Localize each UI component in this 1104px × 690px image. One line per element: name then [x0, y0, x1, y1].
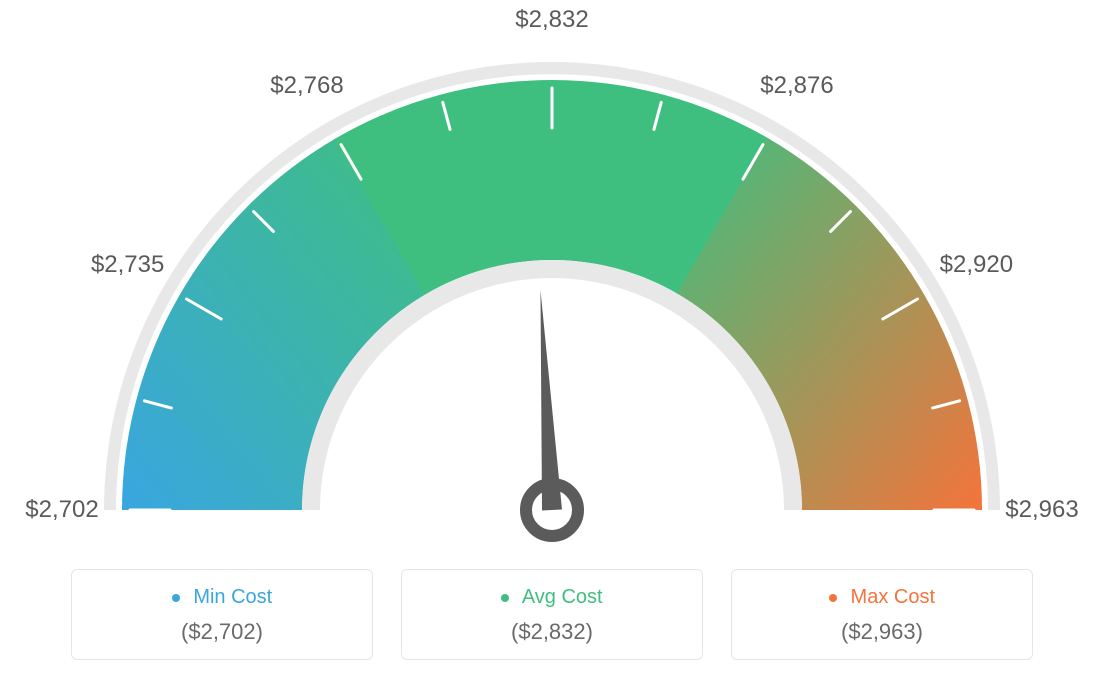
gauge-tick-label: $2,963 [1005, 496, 1078, 524]
gauge-tick-label: $2,702 [25, 496, 98, 524]
gauge-tick-label: $2,735 [91, 251, 164, 279]
gauge-tick-label: $2,832 [515, 6, 588, 34]
gauge-tick-label: $2,920 [940, 251, 1013, 279]
legend-row: Min Cost ($2,702) Avg Cost ($2,832) Max … [0, 569, 1104, 660]
legend-title-max: Max Cost [732, 586, 1032, 609]
legend-title-text-max: Max Cost [851, 586, 935, 608]
gauge-svg [0, 0, 1104, 560]
legend-title-min: Min Cost [72, 586, 372, 609]
legend-card-min: Min Cost ($2,702) [71, 569, 373, 660]
cost-gauge-container: $2,702 $2,735 $2,768 $2,832 $2,876 $2,920 $2,9… [0, 0, 1104, 690]
legend-title-avg: Avg Cost [402, 586, 702, 609]
legend-value-avg: ($2,832) [402, 619, 702, 645]
legend-title-text-avg: Avg Cost [522, 586, 603, 608]
legend-card-max: Max Cost ($2,963) [731, 569, 1033, 660]
legend-dot-max [829, 594, 837, 602]
legend-card-avg: Avg Cost ($2,832) [401, 569, 703, 660]
legend-dot-min [172, 594, 180, 602]
legend-value-max: ($2,963) [732, 619, 1032, 645]
gauge-tick-label: $2,876 [760, 72, 833, 100]
legend-value-min: ($2,702) [72, 619, 372, 645]
legend-title-text-min: Min Cost [193, 586, 272, 608]
legend-dot-avg [501, 594, 509, 602]
gauge-area: $2,702 $2,735 $2,768 $2,832 $2,876 $2,920 $2,9… [0, 0, 1104, 560]
gauge-tick-label: $2,768 [270, 72, 343, 100]
